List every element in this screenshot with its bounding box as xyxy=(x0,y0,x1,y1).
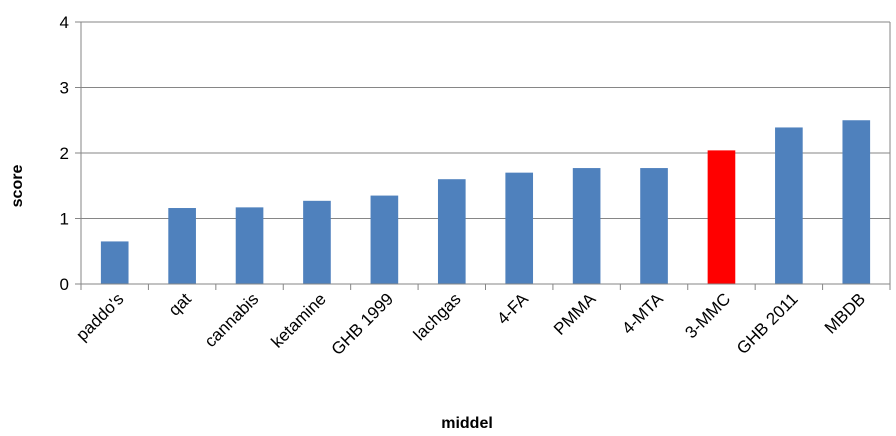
x-axis-title: middel xyxy=(441,415,493,432)
bar-GHB 1999 xyxy=(370,195,399,284)
bar-ketamine xyxy=(303,200,331,284)
y-tick-label: 0 xyxy=(60,275,69,294)
x-tick-label: GHB 2011 xyxy=(733,289,802,358)
x-tick-label: 4-FA xyxy=(493,289,532,328)
bar-4-FA xyxy=(505,172,534,284)
bar-3-MMC xyxy=(707,150,736,284)
bar-qat xyxy=(168,208,196,284)
bar-MBDB xyxy=(842,120,871,284)
x-tick-label: ketamine xyxy=(268,289,330,351)
bar-PMMA xyxy=(572,168,601,284)
y-tick-labels: 0 1 2 3 4 xyxy=(60,13,69,294)
y-tick-label: 1 xyxy=(60,210,69,229)
x-tick-label: MBDB xyxy=(821,289,869,337)
gridlines xyxy=(81,21,890,219)
bar-4-MTA xyxy=(640,168,668,284)
y-tick-label: 4 xyxy=(60,13,69,32)
x-tick-label: paddo's xyxy=(72,289,127,344)
bar-cannabis xyxy=(235,207,264,284)
x-tick-label: lachgas xyxy=(410,289,465,344)
x-tick-label: qat xyxy=(165,289,195,319)
x-tick-label: GHB 1999 xyxy=(328,289,398,359)
x-tick-label: 3-MMC xyxy=(681,289,734,342)
y-axis-title: score xyxy=(9,165,26,208)
x-tick-label: PMMA xyxy=(550,289,600,339)
bar-paddo's xyxy=(100,241,129,284)
x-tick-label: cannabis xyxy=(201,289,263,351)
y-tick-label: 2 xyxy=(60,144,69,163)
bar-GHB 2011 xyxy=(775,127,803,284)
y-tick-label: 3 xyxy=(60,79,69,98)
axes xyxy=(75,21,891,290)
x-tick-label: 4-MTA xyxy=(618,289,667,338)
bars xyxy=(100,120,871,284)
bar-lachgas xyxy=(437,179,466,284)
